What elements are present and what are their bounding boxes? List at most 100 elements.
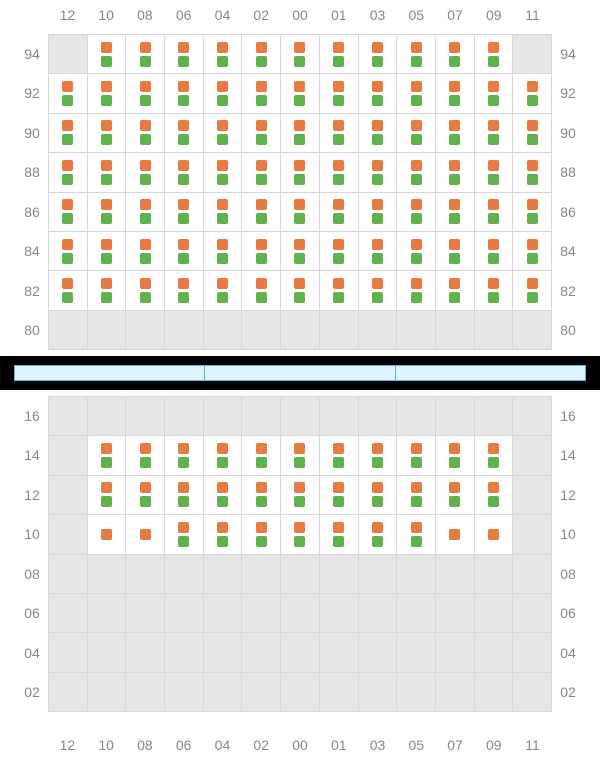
slot-cell[interactable]: [320, 114, 359, 152]
slot-cell[interactable]: [359, 271, 398, 309]
slot-cell[interactable]: [320, 153, 359, 191]
slot-cell[interactable]: [49, 74, 88, 112]
slot-cell[interactable]: [242, 74, 281, 112]
slot-cell[interactable]: [475, 35, 514, 73]
slot-cell[interactable]: [359, 515, 398, 553]
slot-cell[interactable]: [397, 153, 436, 191]
slot-cell[interactable]: [281, 271, 320, 309]
slot-cell[interactable]: [320, 436, 359, 474]
slot-cell[interactable]: [320, 515, 359, 553]
slot-cell[interactable]: [475, 515, 514, 553]
slot-cell[interactable]: [359, 476, 398, 514]
slot-cell[interactable]: [436, 153, 475, 191]
slot-cell[interactable]: [513, 114, 551, 152]
slot-cell[interactable]: [204, 436, 243, 474]
slot-cell[interactable]: [204, 193, 243, 231]
slot-cell[interactable]: [359, 74, 398, 112]
slot-cell[interactable]: [88, 35, 127, 73]
slot-cell[interactable]: [320, 35, 359, 73]
slot-cell[interactable]: [88, 476, 127, 514]
slot-cell[interactable]: [281, 114, 320, 152]
slot-cell[interactable]: [436, 193, 475, 231]
slot-cell[interactable]: [126, 74, 165, 112]
slot-cell[interactable]: [281, 193, 320, 231]
slot-cell[interactable]: [397, 35, 436, 73]
slot-cell[interactable]: [320, 271, 359, 309]
slot-cell[interactable]: [126, 271, 165, 309]
slot-cell[interactable]: [436, 476, 475, 514]
slot-cell[interactable]: [475, 271, 514, 309]
slot-cell[interactable]: [436, 35, 475, 73]
slot-cell[interactable]: [242, 271, 281, 309]
slot-cell[interactable]: [513, 232, 551, 270]
slot-cell[interactable]: [204, 232, 243, 270]
slot-cell[interactable]: [320, 193, 359, 231]
slot-cell[interactable]: [281, 436, 320, 474]
slot-cell[interactable]: [513, 193, 551, 231]
slot-cell[interactable]: [242, 515, 281, 553]
slot-cell[interactable]: [126, 476, 165, 514]
slot-cell[interactable]: [126, 35, 165, 73]
slot-cell[interactable]: [281, 476, 320, 514]
slot-cell[interactable]: [242, 193, 281, 231]
slot-cell[interactable]: [165, 436, 204, 474]
slot-cell[interactable]: [126, 153, 165, 191]
slot-cell[interactable]: [281, 153, 320, 191]
slot-cell[interactable]: [49, 153, 88, 191]
slot-cell[interactable]: [165, 271, 204, 309]
slot-cell[interactable]: [436, 515, 475, 553]
slot-cell[interactable]: [242, 35, 281, 73]
slot-cell[interactable]: [88, 193, 127, 231]
slot-cell[interactable]: [242, 153, 281, 191]
slot-cell[interactable]: [242, 436, 281, 474]
slot-cell[interactable]: [475, 476, 514, 514]
slot-cell[interactable]: [320, 232, 359, 270]
slot-cell[interactable]: [436, 271, 475, 309]
slot-cell[interactable]: [165, 193, 204, 231]
slot-cell[interactable]: [397, 271, 436, 309]
slot-cell[interactable]: [165, 232, 204, 270]
slot-cell[interactable]: [49, 193, 88, 231]
slot-cell[interactable]: [281, 515, 320, 553]
slot-cell[interactable]: [359, 114, 398, 152]
slot-cell[interactable]: [126, 193, 165, 231]
slot-cell[interactable]: [204, 271, 243, 309]
slot-cell[interactable]: [165, 74, 204, 112]
slot-cell[interactable]: [359, 436, 398, 474]
slot-cell[interactable]: [165, 35, 204, 73]
slot-cell[interactable]: [204, 74, 243, 112]
slot-cell[interactable]: [88, 114, 127, 152]
slot-cell[interactable]: [359, 153, 398, 191]
slot-cell[interactable]: [397, 193, 436, 231]
slot-cell[interactable]: [436, 436, 475, 474]
slot-cell[interactable]: [436, 74, 475, 112]
slot-cell[interactable]: [397, 476, 436, 514]
slot-cell[interactable]: [281, 35, 320, 73]
slot-cell[interactable]: [204, 476, 243, 514]
slot-cell[interactable]: [320, 476, 359, 514]
slot-cell[interactable]: [165, 515, 204, 553]
slot-cell[interactable]: [242, 476, 281, 514]
slot-cell[interactable]: [436, 114, 475, 152]
slot-cell[interactable]: [204, 35, 243, 73]
slot-cell[interactable]: [126, 515, 165, 553]
slot-cell[interactable]: [513, 74, 551, 112]
slot-cell[interactable]: [397, 114, 436, 152]
slot-cell[interactable]: [88, 436, 127, 474]
slot-cell[interactable]: [49, 114, 88, 152]
slot-cell[interactable]: [165, 114, 204, 152]
slot-cell[interactable]: [49, 271, 88, 309]
slot-cell[interactable]: [513, 153, 551, 191]
slot-cell[interactable]: [397, 436, 436, 474]
slot-cell[interactable]: [204, 153, 243, 191]
slot-cell[interactable]: [88, 271, 127, 309]
slot-cell[interactable]: [126, 232, 165, 270]
slot-cell[interactable]: [281, 74, 320, 112]
slot-cell[interactable]: [475, 436, 514, 474]
slot-cell[interactable]: [397, 232, 436, 270]
slot-cell[interactable]: [88, 74, 127, 112]
slot-cell[interactable]: [126, 114, 165, 152]
slot-cell[interactable]: [359, 35, 398, 73]
slot-cell[interactable]: [475, 232, 514, 270]
slot-cell[interactable]: [436, 232, 475, 270]
